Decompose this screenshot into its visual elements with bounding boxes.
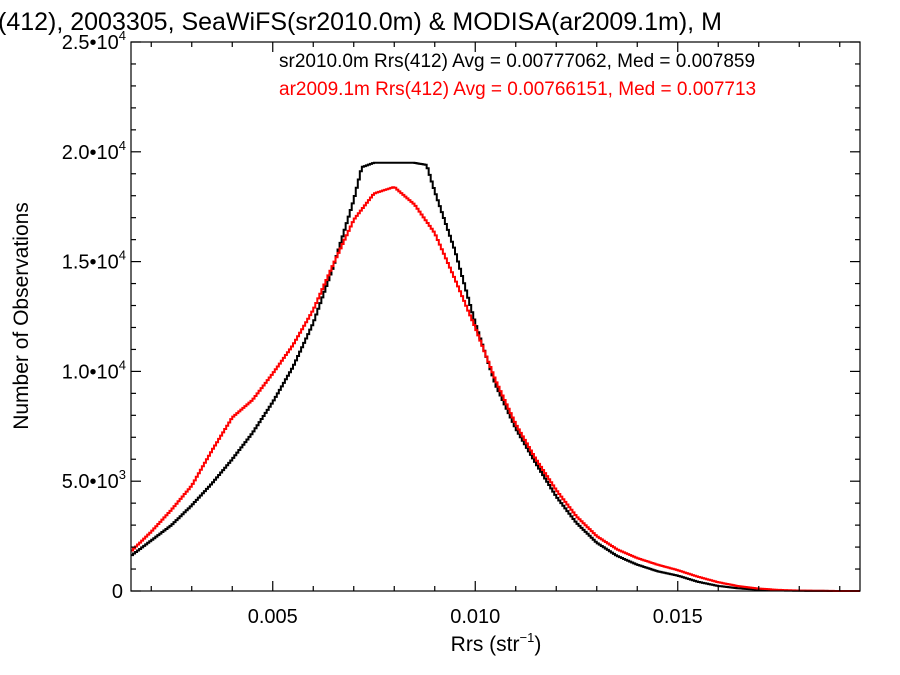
y-tick-label: 1.5•104 bbox=[62, 248, 126, 274]
annotation-lines: sr2010.0m Rrs(412) Avg = 0.00777062, Med… bbox=[279, 51, 756, 100]
plot-frame bbox=[130, 41, 861, 592]
x-tick-label: 0.005 bbox=[248, 606, 298, 628]
chart-title: (412), 2003305, SeaWiFS(sr2010.0m) & MOD… bbox=[0, 8, 722, 36]
series-line-red bbox=[131, 186, 860, 592]
y-axis-label: Number of Observations bbox=[10, 202, 33, 430]
series-line-black bbox=[131, 161, 860, 592]
y-tick-label: 2.5•104 bbox=[62, 28, 126, 54]
x-axis-label: Rrs (str−1) bbox=[451, 630, 542, 656]
x-tick-label: 0.010 bbox=[450, 606, 500, 628]
x-axis-label-main: Rrs (str bbox=[451, 633, 520, 656]
x-axis-label-exponent: −1 bbox=[520, 630, 535, 645]
annotation-red: ar2009.1m Rrs(412) Avg = 0.00766151, Med… bbox=[279, 79, 756, 100]
y-tick-label: 1.0•104 bbox=[62, 357, 126, 383]
x-axis-label-close: ) bbox=[534, 633, 541, 656]
annotation-black: sr2010.0m Rrs(412) Avg = 0.00777062, Med… bbox=[279, 51, 755, 72]
series-layer bbox=[131, 161, 860, 592]
y-tick-label: 5.0•103 bbox=[62, 467, 126, 493]
y-tick-label: 0 bbox=[112, 581, 123, 603]
y-tick-label: 2.0•104 bbox=[62, 138, 126, 164]
x-tick-label: 0.015 bbox=[653, 606, 703, 628]
ticks-layer: 0.005 0.010 0.015 0 5.0•103 1.0•104 1.5•104 2.0… bbox=[62, 28, 860, 628]
